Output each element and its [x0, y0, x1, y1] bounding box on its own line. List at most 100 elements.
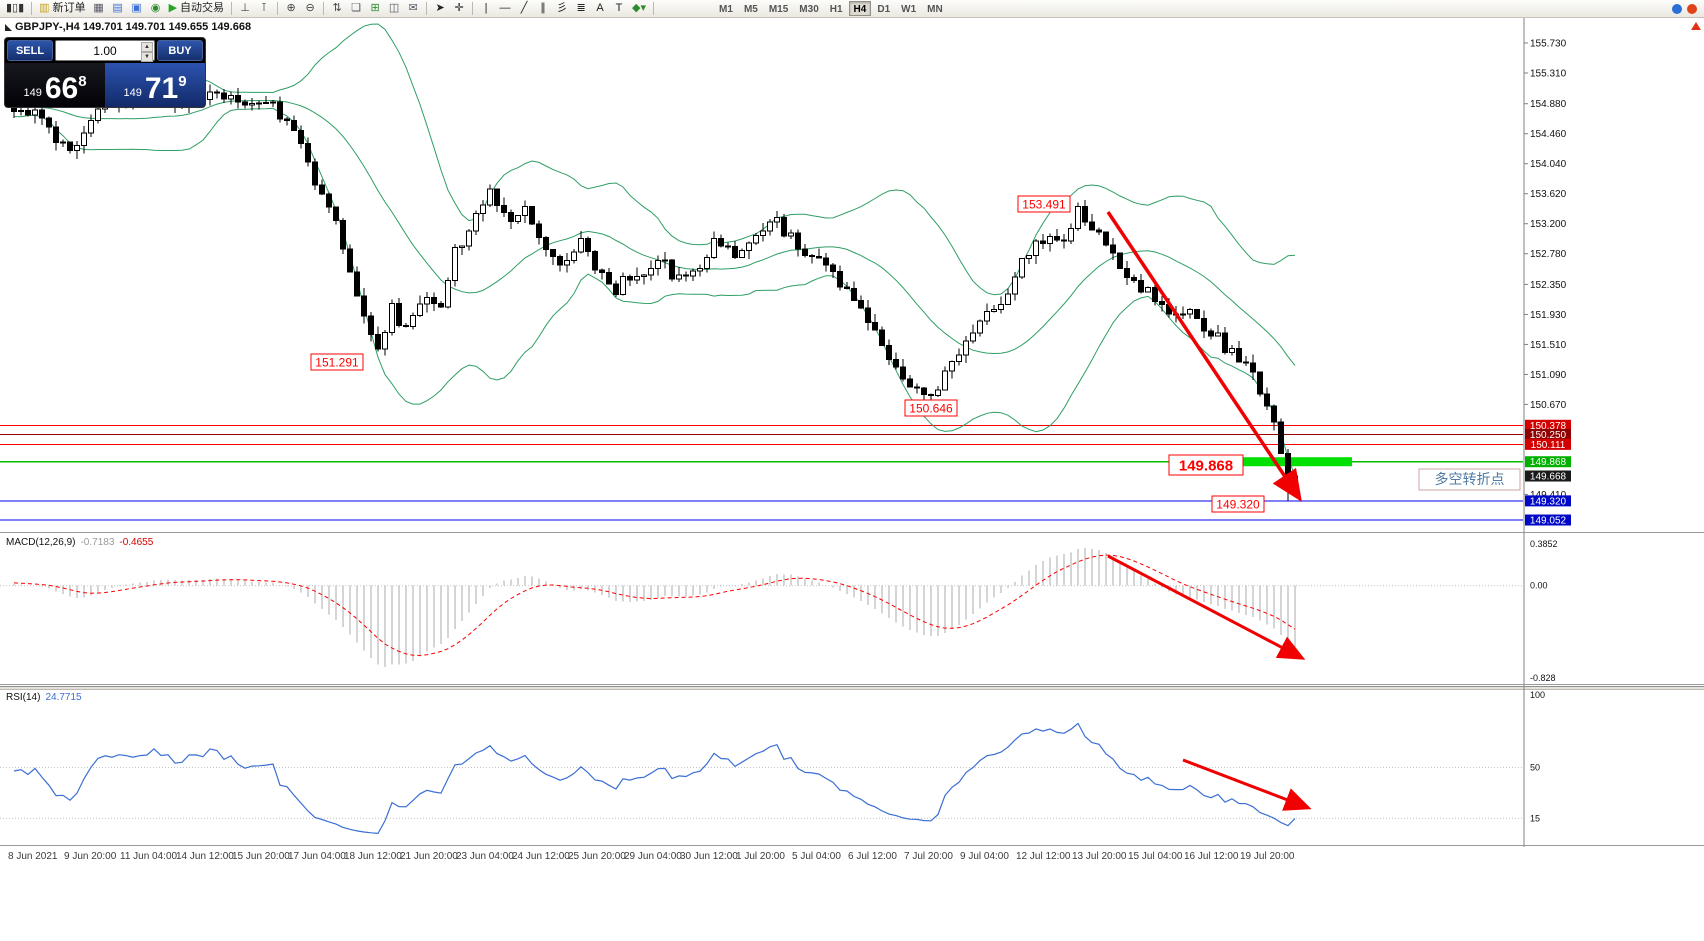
- arrange-windows-icon[interactable]: ⇅: [332, 2, 342, 14]
- mail-icon[interactable]: ✉: [408, 2, 418, 14]
- time-axis-label: 6 Jul 12:00: [848, 851, 897, 862]
- text-label-icon[interactable]: T: [615, 2, 623, 14]
- bar-chart-icon[interactable]: ⊥: [240, 2, 250, 14]
- candle-body: [1222, 332, 1228, 353]
- channel-icon[interactable]: ∥: [540, 2, 546, 14]
- grid-icon[interactable]: ◫: [388, 2, 400, 14]
- price-annotation-box[interactable]: [1168, 454, 1244, 476]
- market-watch-icon[interactable]: ▣: [131, 2, 142, 14]
- trendline-icon[interactable]: ╱: [520, 2, 528, 14]
- downtrend-arrow[interactable]: [1106, 211, 1302, 502]
- shapes-icon[interactable]: ◆▾: [632, 2, 647, 14]
- profiles-icon[interactable]: ▤: [112, 2, 123, 14]
- timeframe-m30[interactable]: M30: [799, 4, 819, 15]
- tile-windows-icon[interactable]: ❏: [351, 2, 361, 14]
- candle-body: [704, 256, 710, 270]
- candle-body: [501, 204, 507, 213]
- volume-input[interactable]: 1.00 ▲ ▼: [55, 40, 155, 62]
- vertical-line-icon[interactable]: |: [484, 2, 488, 14]
- buy-button[interactable]: BUY: [157, 40, 203, 61]
- indicators-icon[interactable]: ⊞: [370, 2, 380, 14]
- timeframe-w1[interactable]: W1: [901, 4, 917, 15]
- new-chart-icon[interactable]: ▦: [93, 2, 104, 14]
- news-alert-icon[interactable]: [1687, 3, 1697, 14]
- price-badge-label: 149.052: [1530, 516, 1567, 527]
- candle-body: [837, 271, 843, 288]
- candle-body: [809, 254, 815, 257]
- time-axis[interactable]: 8 Jun 2021 9 Jun 20:00 11 Jun 04:00 14 Jun …: [0, 847, 1704, 865]
- candle-body: [1054, 235, 1060, 241]
- candle-body: [963, 340, 969, 356]
- price-badge-label: 149.668: [1530, 472, 1567, 483]
- candle-body: [697, 268, 703, 272]
- candlestick-chart-icon[interactable]: ⊺: [261, 2, 267, 14]
- zoom-out-icon[interactable]: ⊖: [305, 2, 315, 14]
- price-badge: [1525, 495, 1571, 507]
- candle-body: [1089, 221, 1095, 231]
- price-annotation-box[interactable]: [1017, 195, 1071, 213]
- chart-expand-marker[interactable]: [5, 24, 12, 31]
- candle-body: [746, 242, 752, 252]
- toolbar-separator: [472, 2, 474, 15]
- timeframe-m15[interactable]: M15: [768, 4, 789, 15]
- data-window-icon[interactable]: ◉: [150, 2, 161, 14]
- timeframe-m1[interactable]: M1: [719, 4, 733, 15]
- candle-body: [319, 184, 325, 195]
- price-chart[interactable]: 155.730 155.310 154.880 154.460 154.040 153.6…: [0, 18, 1704, 533]
- price-badge: [1525, 428, 1571, 440]
- text-icon[interactable]: A: [596, 2, 604, 14]
- time-axis-label: 17 Jun 04:00: [288, 851, 346, 862]
- timeframe-m5[interactable]: M5: [743, 4, 758, 15]
- timeframe-h1[interactable]: H1: [829, 4, 843, 15]
- price-annotation-label: 150.646: [909, 401, 953, 415]
- candle-body: [949, 360, 955, 372]
- auto-trading-button[interactable]: ▶ 自动交易: [168, 2, 225, 14]
- candle-body: [81, 132, 87, 147]
- candle-body: [466, 230, 472, 247]
- candle-body: [32, 109, 38, 116]
- scroll-up-icon[interactable]: [1691, 22, 1701, 30]
- price-annotation-box[interactable]: [310, 353, 364, 371]
- candle-body: [1271, 405, 1277, 423]
- candle-body: [1068, 228, 1074, 242]
- sell-button[interactable]: SELL: [7, 40, 53, 61]
- price-annotation-label: 149.320: [1216, 497, 1260, 511]
- support-zone-bar[interactable]: [1243, 457, 1352, 467]
- horizontal-line-icon[interactable]: —: [499, 2, 511, 14]
- turning-point-box[interactable]: [1418, 468, 1521, 491]
- volume-spinner[interactable]: ▲ ▼: [141, 42, 153, 62]
- candle-body: [550, 248, 556, 257]
- candle-body: [214, 91, 220, 94]
- time-axis-label: 21 Jun 20:00: [400, 851, 458, 862]
- candle-body: [942, 370, 948, 391]
- zoom-in-icon[interactable]: ⊕: [286, 2, 296, 14]
- candle-body: [760, 230, 766, 237]
- macd-downtrend-arrow[interactable]: [1107, 554, 1306, 660]
- connection-status-icon[interactable]: [1672, 3, 1682, 14]
- candle-body: [375, 333, 381, 350]
- cursor-icon[interactable]: ➤: [435, 2, 445, 14]
- rsi-downtrend-arrow[interactable]: [1182, 758, 1312, 811]
- timeframe-h4[interactable]: H4: [848, 1, 872, 16]
- crosshair-icon[interactable]: ✛: [454, 2, 464, 14]
- chart-bars-icon[interactable]: ▮▯▮: [6, 2, 25, 14]
- candle-body: [1236, 348, 1242, 363]
- timeframe-mn[interactable]: MN: [927, 4, 943, 15]
- macd-panel[interactable]: 0.3852 0.00 -0.828: [0, 533, 1704, 686]
- buy-price-quote[interactable]: 149 71 9: [105, 63, 205, 107]
- volume-up-icon[interactable]: ▲: [141, 42, 153, 52]
- sell-price-quote[interactable]: 149 66 8: [5, 63, 105, 107]
- timeframe-d1[interactable]: D1: [877, 4, 891, 15]
- volume-down-icon[interactable]: ▼: [141, 52, 153, 62]
- candle-body: [683, 274, 689, 277]
- price-annotation-box[interactable]: [1211, 495, 1265, 513]
- fibonacci-icon[interactable]: 彡: [556, 2, 568, 14]
- candle-body: [921, 387, 927, 395]
- new-order-button[interactable]: ▥ 新订单: [39, 2, 86, 14]
- candle-body: [1082, 206, 1088, 223]
- objects-list-icon[interactable]: ≣: [576, 2, 586, 14]
- rsi-panel[interactable]: 100 50 15: [0, 686, 1704, 847]
- price-axis-label: 151.090: [1530, 370, 1567, 381]
- price-axis-label: 155.730: [1530, 39, 1567, 50]
- price-annotation-box[interactable]: [904, 399, 958, 417]
